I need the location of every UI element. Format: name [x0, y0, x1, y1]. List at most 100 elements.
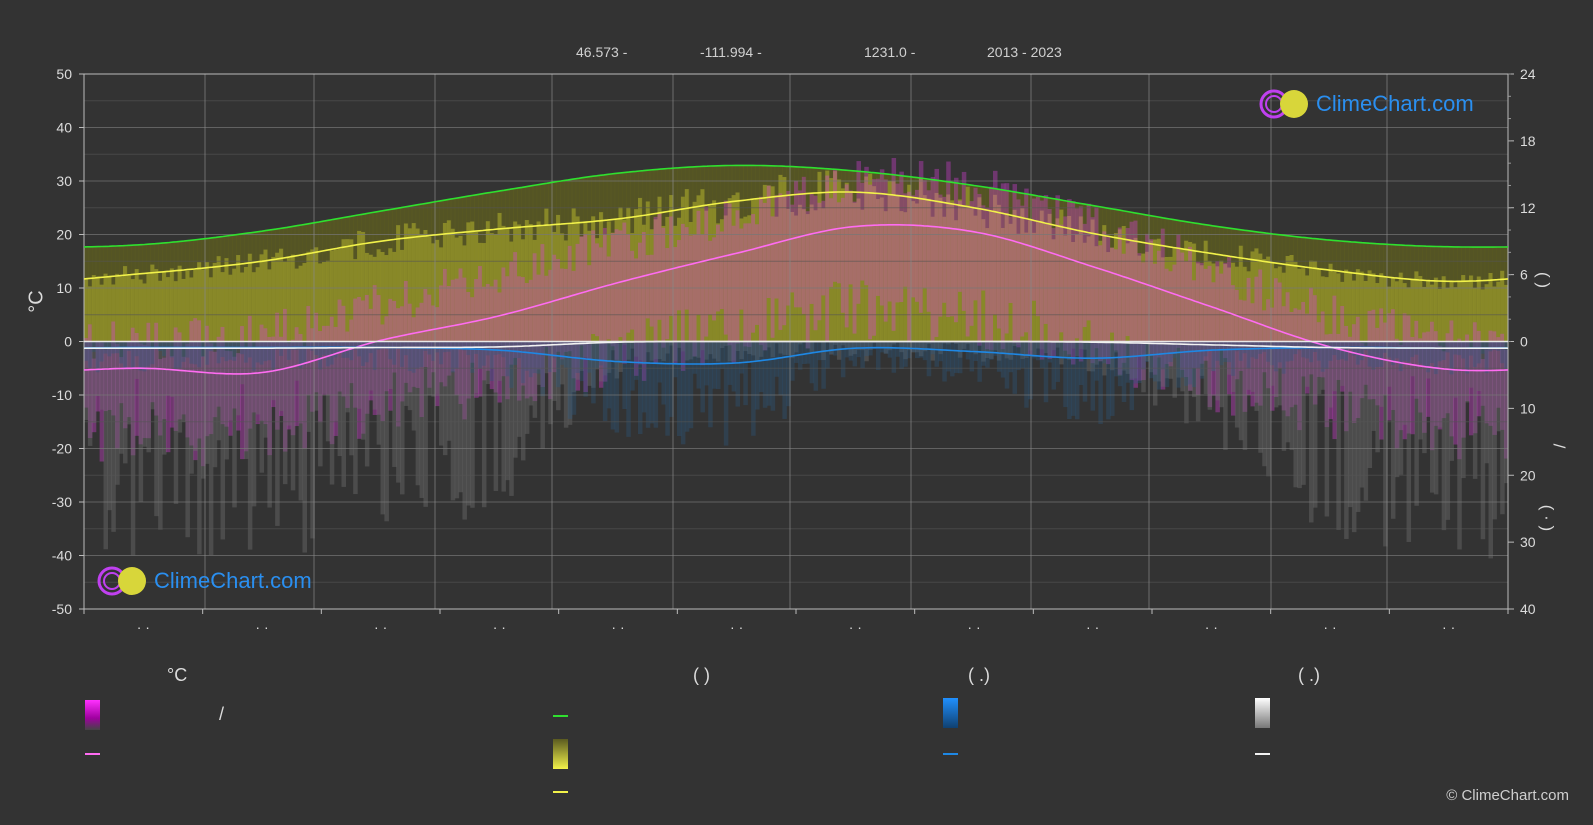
snow-bar	[1367, 341, 1373, 468]
precip-bar	[954, 341, 959, 373]
sunshine-bar	[626, 207, 631, 342]
temp-range-bar	[255, 340, 261, 425]
snow-bar	[618, 341, 623, 372]
sunshine-bar	[442, 222, 448, 342]
snow-bar	[1121, 341, 1127, 371]
snow-bar	[563, 341, 569, 428]
temp-range-bar	[571, 270, 577, 379]
temp-range-bar	[1492, 331, 1497, 435]
snow-bar	[735, 341, 741, 351]
sunshine-bar	[462, 245, 467, 342]
precip-bar	[1270, 341, 1275, 366]
precip-bar	[1203, 341, 1209, 357]
precip-bar	[423, 341, 428, 351]
snow-bar	[634, 341, 639, 357]
temp-range-bar	[1480, 359, 1486, 406]
snow-bar	[345, 341, 350, 413]
precip-bar	[123, 341, 128, 369]
snow-bar	[240, 341, 245, 385]
precip-bar	[204, 341, 210, 365]
sunshine-bar	[692, 201, 698, 342]
right-lower-tick-label: 30	[1520, 534, 1536, 550]
precip-bar	[169, 341, 175, 358]
precip-bar	[1129, 341, 1135, 411]
snow-bar	[216, 341, 222, 441]
logo-top: ClimeChart.com	[1258, 88, 1474, 120]
month-tick-label: · ·	[849, 619, 862, 635]
snow-bar	[1203, 341, 1209, 394]
precip-bar	[817, 341, 822, 361]
temp-range-bar	[762, 202, 768, 351]
precip-bar	[185, 341, 190, 358]
temp-range-bar	[848, 190, 854, 285]
temp-range-bar	[868, 184, 873, 340]
sunshine-bar	[661, 225, 666, 342]
snow-bar	[1199, 341, 1205, 376]
snow-bar	[907, 341, 912, 351]
right-lower-tick-label: 10	[1520, 400, 1536, 416]
temp-range-bar	[388, 298, 393, 411]
precip-bar	[1207, 341, 1213, 351]
precip-bar	[1504, 341, 1508, 370]
sunshine-bar	[423, 229, 428, 342]
precip-bar	[719, 341, 725, 369]
sunshine-bar	[872, 186, 877, 342]
sunshine-bar	[509, 241, 514, 342]
precip-bar	[1328, 341, 1334, 361]
snow-bar	[583, 341, 588, 358]
snow-bar	[1035, 341, 1041, 349]
snow-bar	[251, 341, 257, 507]
temp-range-bar	[513, 252, 518, 358]
temp-range-bar	[996, 188, 1002, 329]
temp-range-bar	[204, 325, 210, 437]
sunshine-bar	[805, 214, 811, 342]
snow-bar	[1000, 341, 1006, 355]
precip-bar	[743, 341, 748, 406]
temp-range-bar	[723, 200, 729, 335]
snow-bar	[809, 341, 815, 354]
snow-bar	[1289, 341, 1295, 451]
sunshine-bar	[575, 216, 581, 342]
snow-bar	[255, 341, 261, 415]
temp-range-bar	[665, 248, 670, 340]
sunshine-bar	[1219, 260, 1224, 342]
temp-range-bar	[1063, 216, 1068, 351]
month-tick-label: · ·	[374, 619, 387, 635]
sunshine-bar	[1231, 262, 1236, 342]
snow-bar	[700, 341, 705, 351]
snow-bar	[353, 341, 358, 495]
sunshine-bar	[946, 194, 951, 342]
precip-bar	[509, 341, 514, 388]
sunshine-bar	[1500, 270, 1505, 342]
snow-bar	[1344, 341, 1349, 539]
snow-bar	[762, 341, 768, 351]
snow-bar	[407, 341, 413, 411]
snow-bar	[1410, 341, 1415, 377]
precip-bar	[154, 341, 159, 349]
sunshine-bar	[1149, 240, 1154, 342]
precip-bar	[903, 341, 908, 367]
sunshine-bar	[1004, 212, 1010, 342]
precip-bar	[1071, 341, 1076, 416]
precip-bar	[1289, 341, 1295, 361]
sunshine-bar	[899, 211, 904, 342]
temp-range-bar	[981, 205, 986, 291]
snow-bar	[622, 341, 627, 345]
snow-bar	[243, 341, 249, 459]
temp-range-bar	[673, 247, 678, 364]
precip-bar	[942, 341, 947, 382]
temp-range-bar	[1254, 276, 1259, 403]
precip-bar	[1028, 341, 1033, 400]
precip-bar	[1375, 341, 1380, 368]
snow-bar	[1437, 341, 1443, 428]
temp-range-bar	[946, 161, 951, 317]
precip-bar	[236, 341, 241, 349]
temp-range-bar	[1250, 303, 1256, 407]
left-tick-label: 10	[56, 280, 72, 296]
precip-bar	[1160, 341, 1166, 370]
snow-bar	[649, 341, 655, 361]
legend-temp-mean-line	[85, 753, 100, 755]
snow-bar	[1305, 341, 1310, 387]
sunshine-bar	[314, 247, 319, 342]
precip-bar	[836, 341, 842, 350]
